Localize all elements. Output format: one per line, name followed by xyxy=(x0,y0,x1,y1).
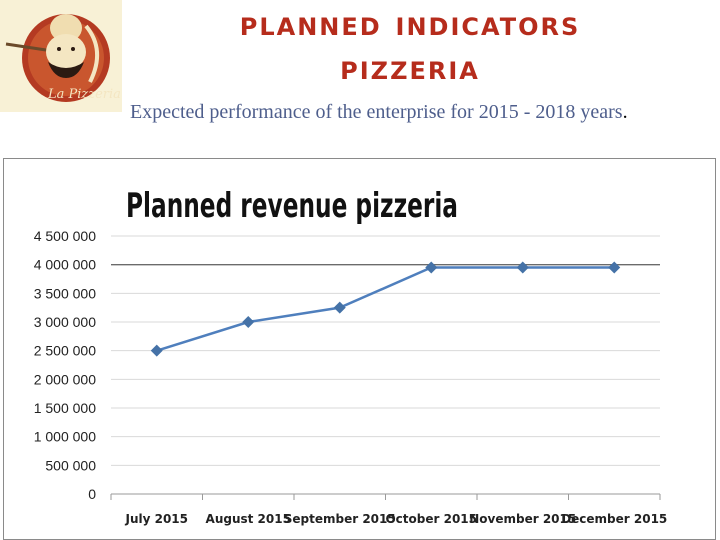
y-tick-label: 1 500 000 xyxy=(34,400,96,416)
chart-frame: Planned revenue pizzeria 0 500 000 1 000 0… xyxy=(3,158,716,540)
x-tick-label: July 2015 xyxy=(124,512,188,526)
y-tick-label: 3 000 000 xyxy=(34,314,96,330)
x-tick-label: December 2015 xyxy=(561,512,667,526)
y-tick-label: 3 500 000 xyxy=(34,285,96,301)
data-point-marker xyxy=(150,344,163,357)
y-axis-ticks: 0 500 000 1 000 000 1 500 000 2 000 000 2 500… xyxy=(34,228,97,502)
y-tick-label: 4 500 000 xyxy=(34,228,96,244)
gridlines xyxy=(111,235,660,466)
pizza-peel-icon xyxy=(5,42,47,52)
x-axis xyxy=(110,493,661,500)
subtitle-period: . xyxy=(622,101,628,123)
series-line xyxy=(156,266,615,352)
x-tick-label: November 2015 xyxy=(469,512,576,526)
revenue-line-chart: Planned revenue pizzeria 0 500 000 1 000 0… xyxy=(34,186,668,526)
data-point-marker xyxy=(425,261,438,274)
y-tick-label: 1 000 000 xyxy=(34,429,96,445)
y-tick-label: 2 000 000 xyxy=(34,371,96,387)
series-revenue xyxy=(150,261,621,357)
slide-title: planned indicators pizzeria xyxy=(130,2,690,90)
data-point-marker xyxy=(242,316,255,328)
logo-text: La Pizzeria xyxy=(47,87,121,102)
chef-face-icon xyxy=(46,34,86,70)
subtitle-text: Expected performance of the enterprise f… xyxy=(130,101,623,123)
slide-subtitle: Expected performance of the enterprise f… xyxy=(130,98,690,126)
data-point-marker xyxy=(333,301,346,314)
mustache-icon xyxy=(48,62,84,78)
x-tick-label: August 2015 xyxy=(206,512,291,526)
x-tick-label: September 2015 xyxy=(284,512,396,526)
title-line-1: planned indicators xyxy=(239,4,581,44)
title-line-2: pizzeria xyxy=(340,48,480,88)
y-tick-label: 2 500 000 xyxy=(34,343,96,359)
y-tick-label: 500 000 xyxy=(45,457,96,473)
chart-title: Planned revenue pizzeria xyxy=(126,186,458,226)
data-point-marker xyxy=(516,261,529,274)
data-point-marker xyxy=(608,261,621,274)
y-tick-label: 0 xyxy=(88,486,96,502)
pizzeria-logo: La Pizzeria xyxy=(0,0,122,112)
y-tick-label: 4 000 000 xyxy=(34,257,96,273)
chef-hat-icon xyxy=(50,14,82,42)
x-tick-label: October 2015 xyxy=(385,512,477,526)
